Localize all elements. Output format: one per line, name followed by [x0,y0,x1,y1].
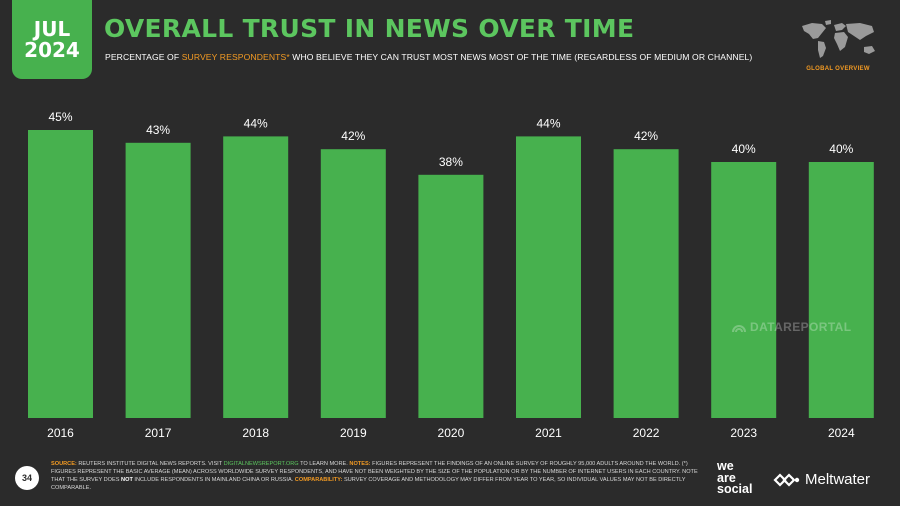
global-overview-label: GLOBAL OVERVIEW [806,66,870,72]
x-tick-2022: 2022 [633,426,660,440]
bar-2018 [223,136,289,418]
value-label-2017: 43% [146,123,170,137]
was-line-3: social [717,482,753,496]
source-link[interactable]: DIGITALNEWSREPORT.ORG [223,461,299,467]
value-label-2018: 44% [244,116,268,130]
value-label-2016: 45% [48,110,72,124]
subtitle-lead: PERCENTAGE OF [105,52,182,62]
bar-2020 [418,174,484,418]
bar-2021 [516,136,581,418]
x-tick-2016: 2016 [47,426,74,440]
x-tick-2024: 2024 [828,426,855,440]
bar-2023 [711,162,777,418]
subtitle-highlight: SURVEY RESPONDENTS* [181,52,290,62]
source-tail: TO LEARN MORE. [298,461,350,467]
bar-2024 [808,162,874,418]
comparability-text: SURVEY COVERAGE AND METHODOLOGY MAY DIFF… [51,477,686,492]
footnote: SOURCE: REUTERS INSTITUTE DIGITAL NEWS R… [51,460,701,492]
source-text: REUTERS INSTITUTE DIGITAL NEWS REPORTS. … [76,461,224,467]
meltwater-mark-icon [773,472,800,487]
meltwater-text: Meltwater [805,471,871,488]
value-label-2024: 40% [829,142,853,156]
value-label-2023: 40% [732,142,756,156]
notes-label: NOTES: [349,461,371,467]
page-number: 34 [15,466,39,490]
was-line-1: we [717,459,734,473]
subtitle-rest: WHO BELIEVE THEY CAN TRUST MOST NEWS MOS… [289,52,753,62]
x-tick-2023: 2023 [730,426,757,440]
notes-not: NOT [121,477,133,484]
page-subtitle: PERCENTAGE OF SURVEY RESPONDENTS* WHO BE… [105,52,752,62]
bar-2019 [320,149,386,418]
page-title: OVERALL TRUST IN NEWS OVER TIME [104,14,635,43]
x-tick-2019: 2019 [340,426,367,440]
datareportal-logo-icon [732,325,746,333]
value-label-2022: 42% [634,129,658,143]
source-label: SOURCE: [51,461,77,467]
x-tick-2018: 2018 [242,426,269,440]
comparability-label: COMPARABILITY: [294,477,343,484]
bar-2017 [125,142,191,419]
badge-year: 2024 [24,37,80,62]
date-badge: JUL 2024 [12,0,92,79]
we-are-social-logo: we are social [717,459,767,496]
watermark-text: DATAREPORTAL [750,320,852,334]
bar-2016 [28,130,93,418]
bar-2022 [613,149,679,418]
world-map-icon [802,20,875,58]
datareportal-watermark: DATAREPORTAL [731,319,851,335]
notes-text: FIGURES REPRESENT THE FINDINGS OF AN ONL… [51,461,698,484]
was-line-2: are [717,470,736,485]
x-tick-2021: 2021 [535,426,562,440]
x-tick-2017: 2017 [145,426,172,440]
notes-tail: INCLUDE RESPONDENTS IN MAINLAND CHINA OR… [132,477,295,484]
x-tick-2020: 2020 [438,426,465,440]
badge-month: JUL [33,16,71,41]
value-label-2021: 44% [536,116,560,130]
meltwater-logo: Meltwater [773,471,870,488]
value-label-2020: 38% [439,155,463,169]
value-label-2019: 42% [341,129,365,143]
